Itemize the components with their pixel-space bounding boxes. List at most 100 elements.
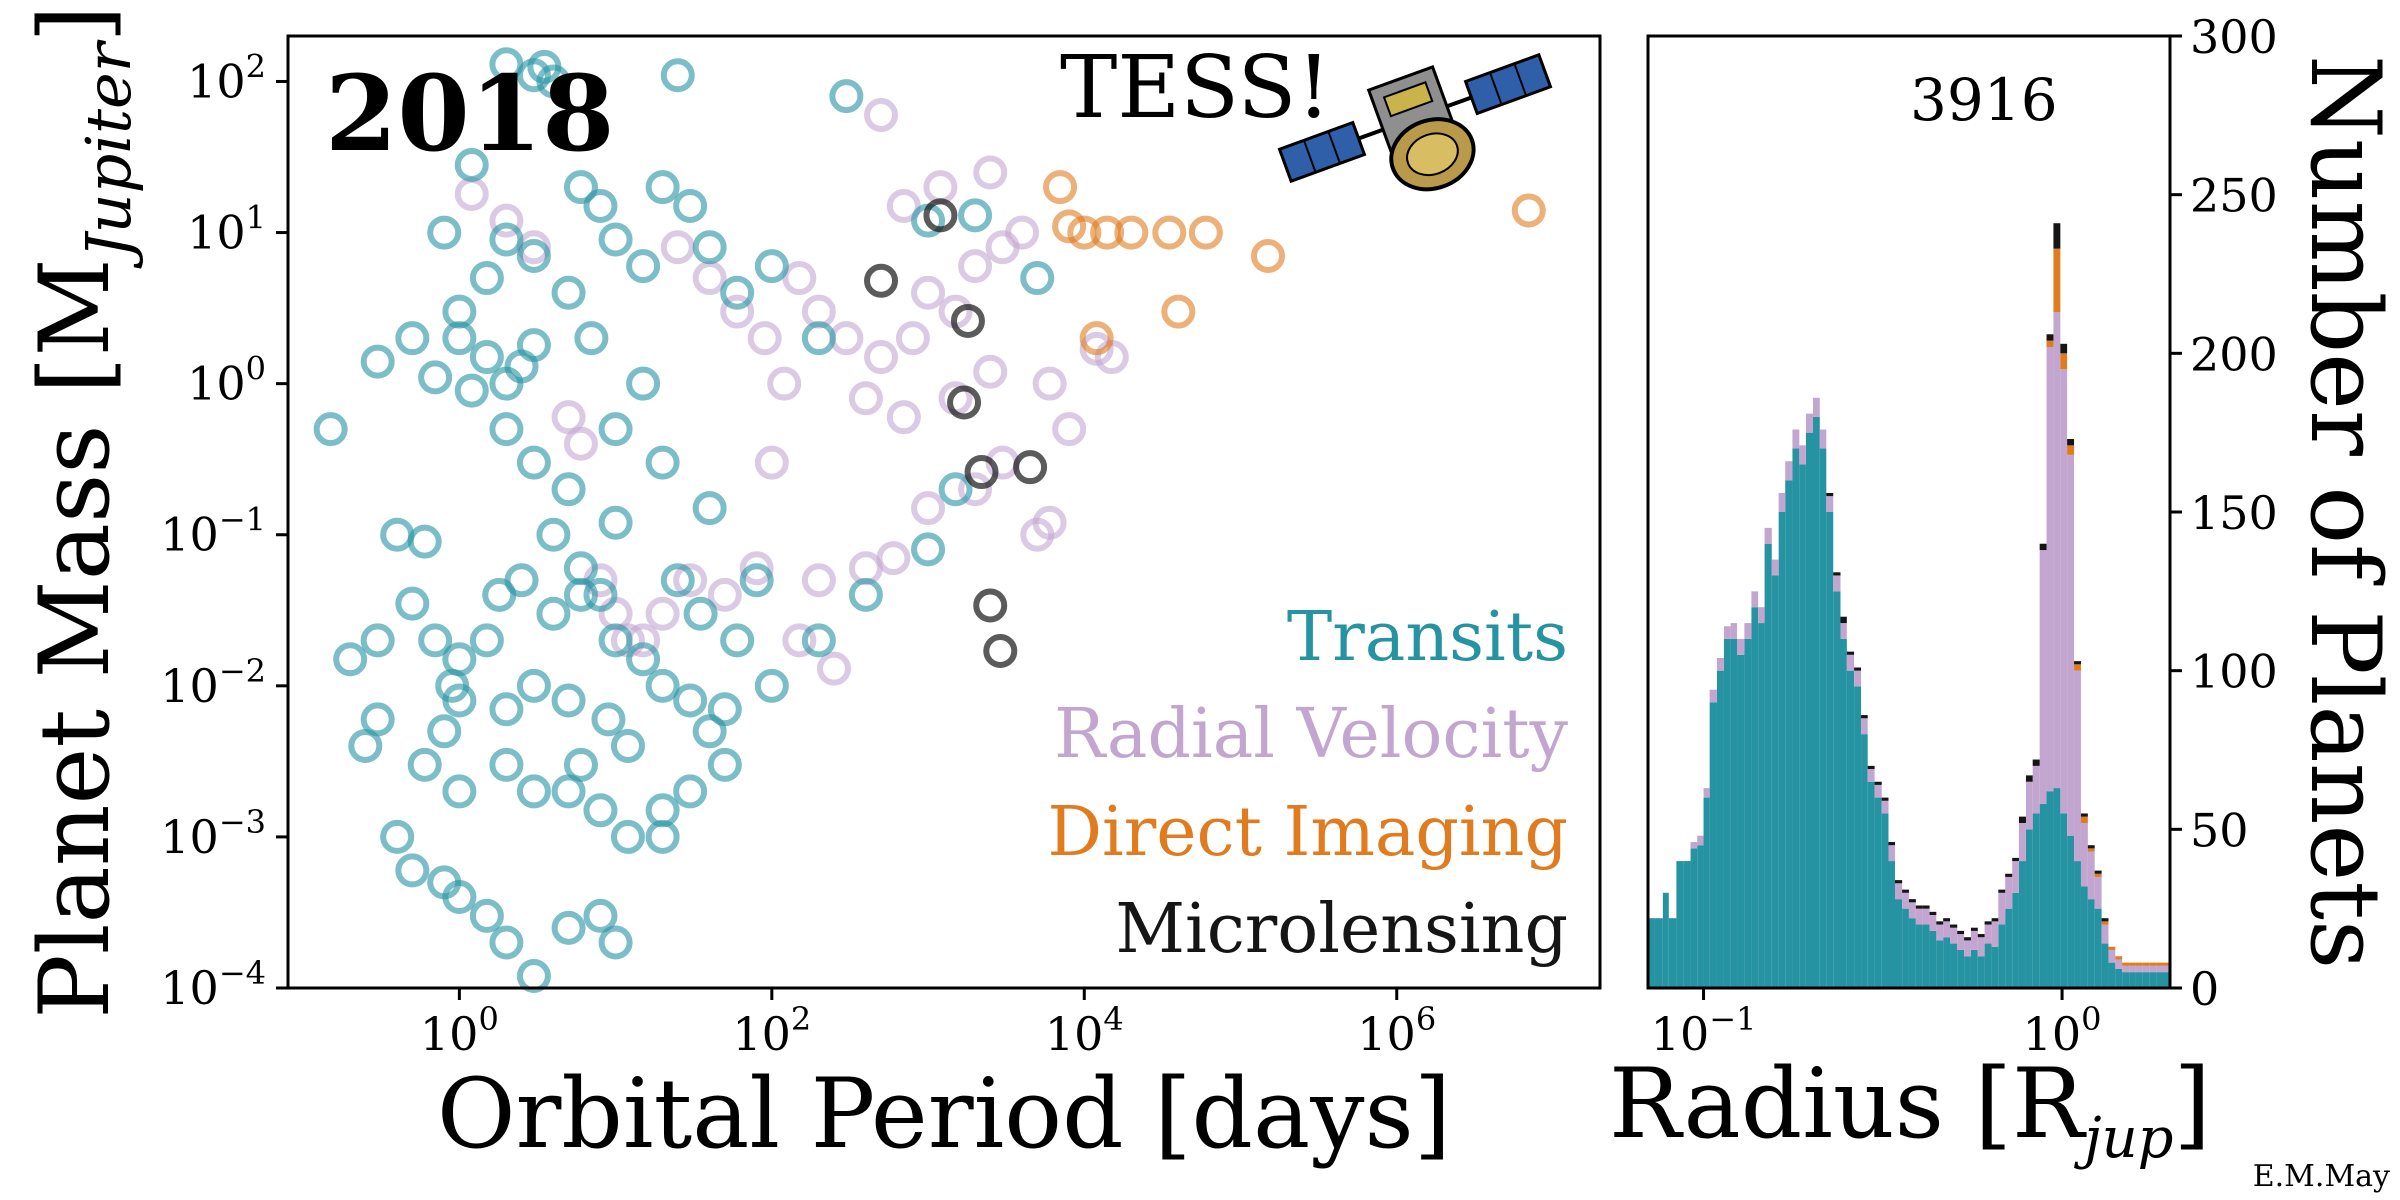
point-transits xyxy=(598,623,633,658)
point-transits xyxy=(626,366,661,401)
point-microlensing xyxy=(950,303,985,338)
point-transits xyxy=(583,898,618,933)
hist-bar-transits xyxy=(1950,943,1958,988)
x-tick-label: 100 xyxy=(420,1000,499,1061)
hist-bar-transits xyxy=(1654,918,1663,988)
point-transits xyxy=(536,517,571,552)
hist-bar-transits xyxy=(2005,908,2013,988)
point-transits xyxy=(848,577,883,612)
hist-bar-transits xyxy=(1915,924,1923,988)
hist-bar-transits xyxy=(2142,972,2150,988)
point-radial-velocity xyxy=(782,261,817,296)
scatter-frame xyxy=(286,34,1602,990)
hist-bar-radial-velocity xyxy=(1936,924,1944,941)
hist-bar-transits xyxy=(1929,930,1937,988)
point-transits xyxy=(958,198,993,233)
hist-bar-transits xyxy=(1854,686,1862,988)
hist-bar-microlensing xyxy=(1902,889,1909,893)
hist-bar-transits xyxy=(1964,956,1971,988)
point-microlensing xyxy=(923,198,958,233)
hist-bar-radial-velocity xyxy=(1922,908,1930,925)
hist-bar-microlensing xyxy=(1977,934,1985,938)
hist-bar-radial-velocity xyxy=(1998,892,2006,925)
hist-bar-transits xyxy=(2108,962,2116,988)
series-microlensing xyxy=(864,198,1048,669)
hist-bar-direct-imaging xyxy=(2094,873,2102,877)
hist-y-tick-label: 0 xyxy=(2190,962,2219,1016)
point-radial-velocity xyxy=(551,400,586,435)
point-radial-velocity xyxy=(782,623,817,658)
point-transits xyxy=(645,793,680,828)
point-transits xyxy=(563,747,598,782)
hist-bar-transits xyxy=(1668,918,1677,988)
scatter-ylabel: Planet Mass [MJupiter] xyxy=(19,5,145,1019)
hist-bar-microlensing xyxy=(1964,937,1971,941)
hist-bar-transits xyxy=(2053,788,2061,988)
hist-bar-direct-imaging xyxy=(2053,248,2061,313)
hist-bar-transits xyxy=(2012,892,2019,988)
scatter-xlabel: Orbital Period [days] xyxy=(437,1058,1451,1170)
hist-bar-radial-velocity xyxy=(1690,842,1698,849)
hist-bar-microlensing xyxy=(2012,857,2019,862)
hist-series-radial-velocity xyxy=(1690,312,2170,973)
y-tick-label: 10−3 xyxy=(160,803,266,864)
hist-bar-radial-velocity xyxy=(2129,965,2136,973)
hist-bar-radial-velocity xyxy=(1957,934,1965,950)
hist-bar-transits xyxy=(1936,940,1944,988)
hist-bar-radial-velocity xyxy=(1799,445,1806,465)
hist-bar-radial-velocity xyxy=(1703,788,1710,798)
point-transits xyxy=(482,577,517,612)
point-radial-velocity xyxy=(489,203,524,238)
point-transits xyxy=(536,596,571,631)
hist-bar-direct-imaging xyxy=(2067,445,2075,455)
point-direct-imaging xyxy=(1511,193,1546,228)
point-radial-velocity xyxy=(692,261,727,296)
hist-bar-radial-velocity xyxy=(1964,940,1971,957)
histogram-count: 3916 xyxy=(1910,66,2058,134)
hist-bar-microlensing xyxy=(1936,921,1944,925)
point-radial-velocity xyxy=(829,321,864,356)
point-transits xyxy=(673,188,708,223)
hist-bar-radial-velocity xyxy=(2149,965,2157,973)
point-transits xyxy=(645,668,680,703)
hist-bar-radial-velocity xyxy=(2053,312,2061,789)
x-tick-label: 106 xyxy=(1357,1000,1436,1061)
point-transits xyxy=(333,642,368,677)
hist-bar-transits xyxy=(1683,861,1691,988)
hist-bar-radial-velocity xyxy=(2163,965,2170,973)
point-transits xyxy=(801,321,836,356)
point-radial-velocity xyxy=(985,230,1020,265)
point-microlensing xyxy=(983,634,1018,669)
mission-label: TESS! xyxy=(1060,38,1331,138)
hist-bar-microlensing xyxy=(2074,661,2081,665)
hist-bar-radial-velocity xyxy=(1846,654,1855,671)
histogram-ylabel: Number of Planets xyxy=(2289,55,2400,969)
point-transits xyxy=(683,596,718,631)
hist-bar-transits xyxy=(2129,972,2136,988)
point-transits xyxy=(739,563,774,598)
hist-y-tick-label: 200 xyxy=(2190,327,2278,381)
hist-bar-radial-velocity xyxy=(1723,626,1731,639)
point-transits xyxy=(801,623,836,658)
hist-bar-microlensing xyxy=(2005,873,2013,877)
hist-bar-radial-velocity xyxy=(1854,670,1862,687)
hist-bar-microlensing xyxy=(2094,870,2102,874)
point-transits xyxy=(442,774,477,809)
hist-bar-radial-velocity xyxy=(1977,937,1985,957)
point-transits xyxy=(551,683,586,718)
hist-bar-microlensing xyxy=(1984,921,1992,925)
hist-bar-transits xyxy=(1895,899,1903,988)
point-transits xyxy=(427,215,462,250)
point-transits xyxy=(469,898,504,933)
x-tick-label: 102 xyxy=(732,1000,811,1061)
point-radial-velocity xyxy=(864,340,899,375)
point-radial-velocity xyxy=(895,321,930,356)
hist-bar-radial-velocity xyxy=(1991,921,1999,947)
point-transits xyxy=(707,747,742,782)
hist-bar-microlensing xyxy=(1826,492,1834,497)
hist-bar-radial-velocity xyxy=(1984,924,1992,944)
hist-bar-transits xyxy=(1785,480,1793,988)
hist-bar-direct-imaging xyxy=(2046,340,2054,347)
point-transits xyxy=(610,728,645,763)
hist-bar-radial-velocity xyxy=(1833,575,1841,592)
